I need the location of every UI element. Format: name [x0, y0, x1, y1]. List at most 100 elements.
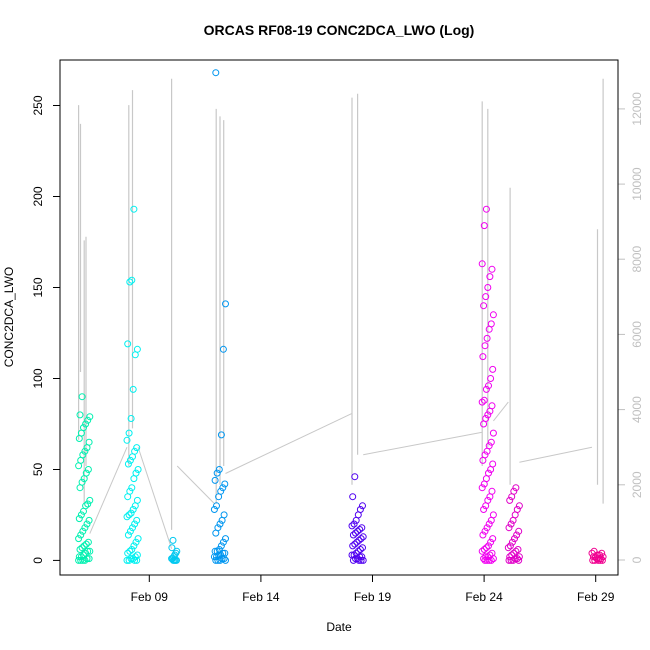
data-point [128, 484, 136, 492]
data-point [510, 549, 518, 557]
data-point [221, 480, 229, 488]
data-point [78, 393, 86, 401]
data-point [515, 527, 523, 535]
data-point [85, 516, 93, 524]
data-point [348, 551, 356, 559]
chart-title: ORCAS RF08-19 CONC2DCA_LWO (Log) [204, 22, 475, 38]
data-point [488, 487, 496, 495]
x-tick-label: Feb 09 [131, 590, 169, 604]
x-tick-label: Feb 14 [242, 590, 280, 604]
points-layer [75, 69, 607, 564]
data-point [130, 205, 138, 213]
data-point [214, 556, 222, 564]
data-point [80, 424, 87, 432]
data-point [82, 549, 90, 557]
data-point [219, 484, 227, 492]
data-point [131, 447, 139, 455]
data-point [489, 429, 497, 437]
data-point [129, 555, 137, 563]
data-point [480, 555, 488, 563]
data-point [488, 402, 496, 410]
data-point [510, 487, 518, 495]
data-point [352, 529, 359, 537]
data-point [173, 547, 181, 555]
data-point [513, 531, 521, 539]
data-point [134, 535, 142, 543]
data-point [484, 411, 492, 419]
data-point [168, 544, 176, 552]
data-point [132, 538, 140, 546]
data-point [480, 506, 488, 513]
data-point [487, 320, 495, 328]
data-point [513, 555, 521, 563]
data-point [215, 546, 223, 553]
data-point [354, 527, 362, 535]
data-point [216, 520, 224, 528]
data-point [129, 506, 137, 513]
data-point [210, 506, 218, 513]
data-point [127, 509, 135, 517]
data-point [126, 527, 134, 535]
y2-tick-label: 8000 [630, 246, 644, 273]
data-point [351, 473, 359, 481]
data-point [596, 551, 604, 559]
data-point [485, 469, 492, 477]
data-point [590, 547, 598, 555]
data-point [130, 542, 138, 550]
data-point [350, 520, 358, 528]
data-point [77, 553, 85, 561]
trace-layer [77, 78, 604, 549]
y2-tick-label: 6000 [630, 321, 644, 348]
y-tick-label: 100 [31, 368, 45, 388]
data-point [479, 531, 487, 539]
data-point [222, 535, 229, 543]
data-point [505, 524, 513, 532]
data-point [489, 311, 497, 319]
data-point [82, 502, 90, 510]
data-point [134, 466, 142, 473]
data-point [482, 385, 490, 393]
data-point [222, 300, 229, 308]
data-point [484, 496, 492, 504]
data-point [220, 511, 228, 519]
data-point [129, 524, 136, 532]
data-point [125, 556, 133, 564]
data-point [77, 556, 85, 564]
data-point [77, 511, 85, 519]
data-point [125, 511, 133, 519]
data-point [598, 549, 606, 557]
y2-tick-label: 4000 [630, 396, 644, 423]
axes-layer: Feb 09 Feb 14 Feb 19 Feb 24 Feb 29 0 50 100 150 2… [31, 92, 644, 604]
y-tick-label: 250 [31, 95, 45, 115]
data-point [489, 511, 497, 519]
data-point [507, 520, 515, 528]
data-point [515, 502, 523, 510]
x-axis-label: Date [326, 620, 352, 634]
data-point [169, 536, 177, 544]
data-point [217, 487, 225, 495]
data-point [483, 334, 491, 342]
data-point [352, 555, 359, 563]
data-point [85, 438, 93, 446]
data-point [359, 533, 367, 541]
y-tick-label: 50 [31, 463, 45, 477]
x-tick-label: Feb 24 [465, 590, 503, 604]
data-point [84, 538, 92, 546]
data-point [478, 547, 486, 555]
data-point [123, 513, 131, 521]
data-point [84, 466, 92, 473]
data-point [357, 535, 365, 543]
data-point [211, 476, 219, 484]
data-point [478, 484, 486, 492]
data-point [484, 284, 492, 291]
data-point [480, 396, 488, 404]
trace-connector-6 [519, 446, 593, 463]
data-point [215, 466, 223, 473]
data-point [478, 398, 486, 406]
data-point [488, 265, 496, 273]
data-point [351, 540, 359, 548]
data-point [128, 276, 136, 284]
y-tick-label: 150 [31, 277, 45, 297]
data-point [124, 340, 132, 348]
